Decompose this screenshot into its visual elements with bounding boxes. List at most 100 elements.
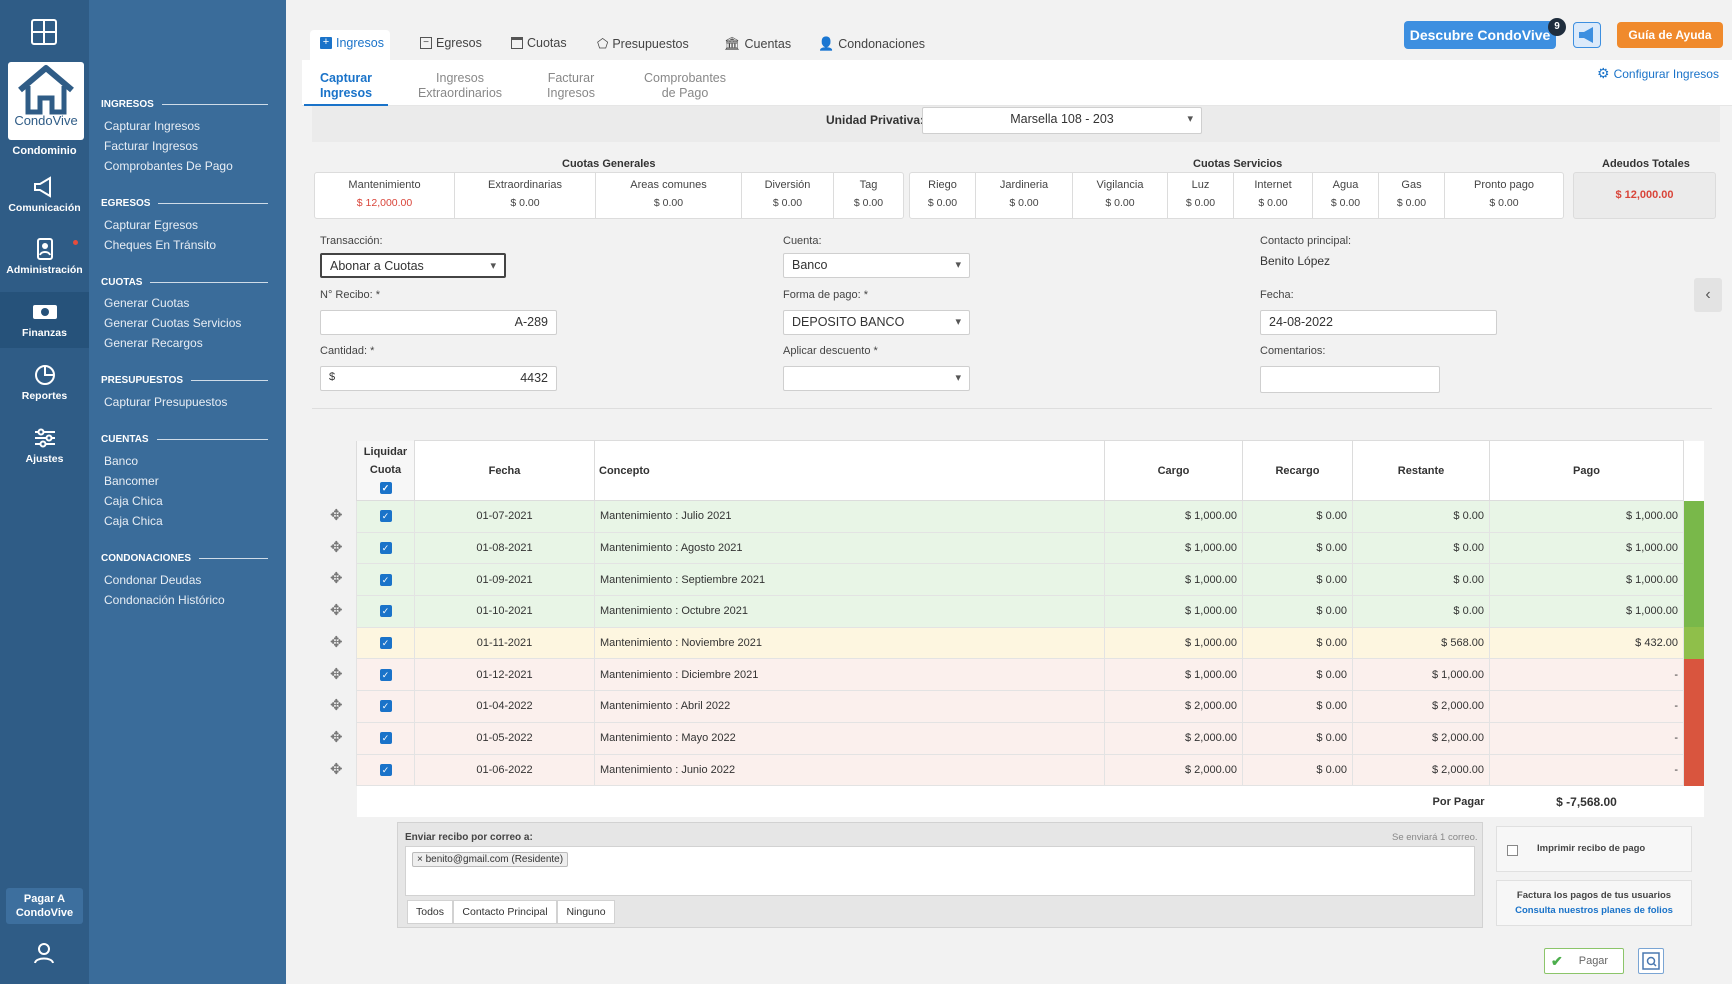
nav-banco[interactable]: Banco [104, 454, 139, 468]
nav-capturar-presupuestos[interactable]: Capturar Presupuestos [104, 395, 228, 409]
table-row[interactable]: ✓ 01-05-2022 Mantenimiento : Mayo 2022 $ 2,… [356, 721, 1704, 755]
tab-condonaciones[interactable]: 👤 Condonaciones [818, 36, 926, 51]
row-checkbox[interactable]: ✓ [379, 605, 392, 618]
row-checkbox[interactable]: ✓ [379, 510, 392, 523]
table-row[interactable]: ✓ 01-11-2021 Mantenimiento : Noviembre 202… [356, 626, 1704, 660]
nav-condonar-deudas[interactable]: Condonar Deudas [104, 573, 202, 587]
rail-ajustes[interactable]: Ajustes [0, 427, 89, 471]
drag-handle-icon[interactable]: ✥ [330, 570, 343, 588]
nav-generar-recargos[interactable]: Generar Recargos [104, 336, 203, 350]
nav-generar-cuotas-servicios[interactable]: Generar Cuotas Servicios [104, 316, 242, 330]
drag-handle-icon[interactable]: ✥ [330, 538, 343, 556]
nav-capturar-ingresos[interactable]: Capturar Ingresos [104, 119, 201, 133]
table-row[interactable]: ✓ 01-06-2022 Mantenimiento : Junio 2022 $ 2… [356, 753, 1704, 787]
table-row[interactable]: ✓ 01-07-2021 Mantenimiento : Julio 2021 $ 1… [356, 500, 1704, 533]
drag-handle-icon[interactable]: ✥ [330, 697, 343, 715]
help-guide-button[interactable]: Guía de Ayuda [1617, 22, 1723, 48]
drag-handle-icon[interactable]: ✥ [330, 760, 343, 778]
descuento-select[interactable] [783, 366, 970, 391]
comentarios-textarea[interactable] [1260, 366, 1440, 393]
drag-handle-icon[interactable]: ✥ [330, 602, 343, 620]
subtab-facturar-ingresos[interactable]: Facturar Ingresos [547, 71, 595, 100]
cargo-cell: $ 1,000.00 [1104, 626, 1243, 660]
announce-button[interactable] [1573, 22, 1601, 48]
tab-ingresos-label[interactable]: + Ingresos [320, 36, 384, 50]
drag-handle-icon[interactable]: ✥ [330, 728, 343, 746]
nav-generar-cuotas[interactable]: Generar Cuotas [104, 296, 190, 310]
factura-link[interactable]: Consulta nuestros planes de folios [1515, 905, 1673, 916]
grid-menu-icon[interactable] [31, 19, 57, 45]
row-checkbox[interactable]: ✓ [379, 637, 392, 650]
rail-reportes[interactable]: Reportes [0, 364, 89, 408]
pago-cell[interactable]: - [1489, 721, 1684, 755]
configurar-ingresos-link[interactable]: ⚙ Configurar Ingresos [1597, 65, 1719, 81]
col-pago: Pago [1489, 440, 1684, 501]
email-contacto-button[interactable]: Contacto Principal [453, 900, 557, 924]
discover-condovive-button[interactable]: Descubre CondoVive [1404, 21, 1556, 49]
unidad-select[interactable]: Marsella 108 - 203 [922, 107, 1202, 134]
user-icon[interactable] [33, 942, 55, 964]
pago-cell[interactable]: $ 1,000.00 [1489, 595, 1684, 628]
email-tag[interactable]: × benito@gmail.com (Residente) [412, 852, 569, 867]
subtab-ingresos-extraordinarios[interactable]: Ingresos Extraordinarios [417, 71, 503, 100]
nav-caja-chica-2[interactable]: Caja Chica [104, 514, 163, 528]
nav-capturar-egresos[interactable]: Capturar Egresos [104, 218, 199, 232]
subtab-capturar-ingresos[interactable]: Capturar Ingresos [304, 71, 388, 106]
cantidad-input[interactable]: $ 4432 [320, 366, 557, 391]
print-checkbox[interactable] [1507, 845, 1518, 856]
pay-button[interactable]: ✔ Pagar [1544, 948, 1624, 974]
table-row[interactable]: ✓ 01-08-2021 Mantenimiento : Agosto 2021 $ … [356, 531, 1704, 565]
table-row[interactable]: ✓ 01-10-2021 Mantenimiento : Octubre 2021 $… [356, 595, 1704, 628]
nav-condonacion-historico[interactable]: Condonación Histórico [104, 593, 225, 607]
table-row[interactable]: ✓ 01-12-2021 Mantenimiento : Diciembre 202… [356, 658, 1704, 692]
subtab-comprobantes[interactable]: Comprobantes de Pago [644, 71, 726, 100]
drag-handle-icon[interactable]: ✥ [330, 633, 343, 651]
email-todos-button[interactable]: Todos [407, 900, 453, 924]
fecha-input[interactable]: 24-08-2022 [1260, 310, 1497, 335]
row-checkbox[interactable]: ✓ [379, 573, 392, 586]
rail-administracion[interactable]: Administración [0, 238, 89, 282]
row-checkbox[interactable]: ✓ [379, 763, 392, 776]
drag-handle-icon[interactable]: ✥ [330, 507, 343, 524]
fecha-label: Fecha: [1260, 289, 1294, 301]
recibo-input[interactable]: A-289 [320, 310, 557, 335]
row-checkbox[interactable]: ✓ [379, 542, 392, 555]
cuenta-select[interactable]: Banco [783, 253, 970, 278]
row-checkbox[interactable]: ✓ [379, 668, 392, 681]
pago-cell[interactable]: - [1489, 690, 1684, 723]
tab-egresos[interactable]: − Egresos [420, 36, 482, 50]
drag-handle-icon[interactable]: ✥ [330, 665, 343, 683]
nav-bancomer[interactable]: Bancomer [104, 474, 159, 488]
collapse-panel-button[interactable]: ‹ [1694, 278, 1722, 312]
tab-presupuestos[interactable]: ⬠ Presupuestos [597, 36, 689, 51]
pago-cell[interactable]: - [1489, 753, 1684, 787]
concepto-cell: Mantenimiento : Abril 2022 [594, 690, 1105, 723]
pago-cell[interactable]: - [1489, 658, 1684, 692]
preview-receipt-button[interactable] [1638, 948, 1664, 974]
nav-facturar-ingresos[interactable]: Facturar Ingresos [104, 139, 199, 153]
pago-cell[interactable]: $ 1,000.00 [1489, 531, 1684, 565]
nav-comprobantes[interactable]: Comprobantes De Pago [104, 159, 233, 173]
rail-comunicacion[interactable]: Comunicación [0, 176, 89, 220]
pay-condovive-button[interactable]: Pagar A CondoVive [6, 888, 83, 924]
nav-caja-chica[interactable]: Caja Chica [104, 494, 163, 508]
tab-cuotas[interactable]: Cuotas [511, 36, 567, 50]
table-row[interactable]: ✓ 01-04-2022 Mantenimiento : Abril 2022 $ 2… [356, 690, 1704, 723]
transaccion-select[interactable]: Abonar a Cuotas [320, 253, 506, 278]
pago-cell[interactable]: $ 432.00 [1489, 626, 1684, 660]
nav-cheques[interactable]: Cheques En Tránsito [104, 238, 217, 252]
pago-cell[interactable]: $ 1,000.00 [1489, 563, 1684, 597]
forma-pago-select[interactable]: DEPOSITO BANCO [783, 310, 970, 335]
table-row[interactable]: ✓ 01-09-2021 Mantenimiento : Septiembre 20… [356, 563, 1704, 597]
cuenta-label: Cuenta: [783, 235, 822, 247]
row-checkbox[interactable]: ✓ [379, 732, 392, 745]
row-checkbox[interactable]: ✓ [379, 700, 392, 713]
select-all-checkbox[interactable]: ✓ [379, 482, 392, 495]
tag-icon: ⬠ [597, 36, 609, 51]
rail-finanzas[interactable]: Finanzas [0, 292, 89, 348]
tab-cuentas[interactable]: 🏛 Cuentas [724, 36, 792, 51]
pago-cell[interactable]: $ 1,000.00 [1489, 500, 1684, 533]
condovive-logo[interactable]: CondoVive [8, 62, 84, 140]
email-recipients-input[interactable]: × benito@gmail.com (Residente) [405, 846, 1475, 896]
email-ninguno-button[interactable]: Ninguno [557, 900, 615, 924]
